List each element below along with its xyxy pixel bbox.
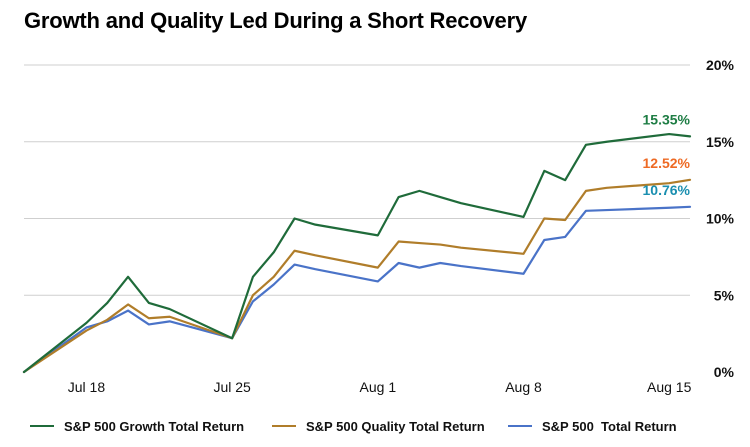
x-tick-label: Jul 18 [68,379,106,395]
y-tick-label: 15% [706,134,735,150]
series-line-1 [22,178,692,374]
y-tick-label: 0% [714,364,735,380]
x-tick-label: Aug 1 [360,379,397,395]
chart-title: Growth and Quality Led During a Short Re… [24,8,527,33]
legend-item-total: S&P 500 Total Return [508,414,677,438]
legend: S&P 500 Growth Total Return S&P 500 Qual… [0,414,750,438]
x-axis-ticks: Jul 18 Jul 25 Aug 1 Aug 8 Aug 15 [68,379,692,395]
gridlines [24,64,690,296]
series-line-0 [22,132,692,374]
x-tick-label: Aug 8 [505,379,542,395]
legend-swatch-growth [30,425,54,427]
y-axis-ticks: 0% 5% 10% 15% 20% [706,57,735,380]
legend-swatch-total [508,425,532,427]
x-tick-label: Aug 15 [647,379,692,395]
y-tick-label: 10% [706,211,735,227]
end-label-0: 15.35% [643,111,691,127]
legend-item-growth: S&P 500 Growth Total Return [30,414,244,438]
legend-label-growth: S&P 500 Growth Total Return [64,418,245,434]
series-line-2 [22,205,692,374]
legend-swatch-quality [272,425,296,427]
y-tick-label: 5% [714,287,735,303]
legend-label-total: S&P 500 Total Return [542,418,677,434]
line-chart: 0% 5% 10% 15% 20% Jul 18 Jul 25 Aug 1 Aug 8 Aug … [22,57,735,395]
end-labels: 15.35% 12.52% 10.76% [643,111,691,197]
x-tick-label: Jul 25 [213,379,251,395]
y-tick-label: 20% [706,57,735,73]
legend-item-quality: S&P 500 Quality Total Return [272,414,485,438]
legend-label-quality: S&P 500 Quality Total Return [306,418,485,434]
end-label-2: 10.76% [643,182,691,198]
series-lines [22,132,692,374]
end-label-1: 12.52% [643,155,691,171]
